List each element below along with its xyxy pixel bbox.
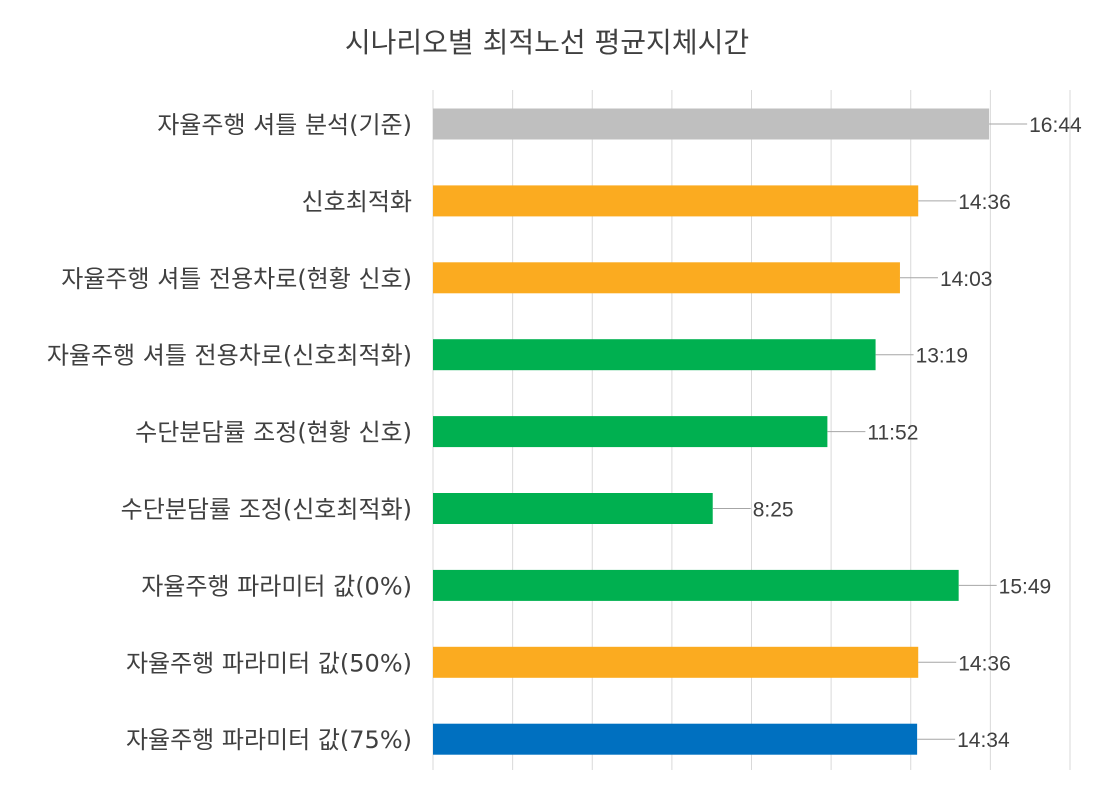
bars — [433, 108, 990, 755]
value-label: 15:49 — [999, 575, 1052, 598]
chart-title: 시나리오별 최적노선 평균지체시간 — [345, 26, 749, 59]
labels: 자율주행 셔틀 분석(기준) 16:44 신호최적화 14:36 자율주행 셔틀 전용차… — [47, 111, 1082, 754]
bar — [433, 108, 990, 140]
value-label: 14:36 — [958, 652, 1011, 675]
bar — [433, 339, 876, 371]
category-label: 자율주행 셔틀 분석(기준) — [157, 111, 412, 139]
category-label: 자율주행 파라미터 값(50%) — [126, 649, 412, 677]
bar — [433, 185, 919, 217]
value-label: 16:44 — [1029, 114, 1082, 137]
value-label: 11:52 — [867, 422, 918, 445]
category-label: 자율주행 셔틀 전용차로(현황 신호) — [61, 265, 412, 293]
bar — [433, 262, 900, 294]
bar — [433, 569, 959, 601]
category-label: 자율주행 셔틀 전용차로(신호최적화) — [47, 342, 412, 370]
value-label: 13:19 — [916, 345, 969, 368]
value-label: 8:25 — [753, 499, 794, 522]
category-label: 자율주행 파라미터 값(0%) — [141, 572, 412, 600]
category-label: 자율주행 파라미터 값(75%) — [126, 726, 412, 754]
category-label: 신호최적화 — [302, 188, 412, 216]
category-label: 수단분담률 조정(현황 신호) — [135, 419, 412, 447]
bar — [433, 493, 713, 524]
value-label: 14:36 — [958, 191, 1011, 214]
value-label: 14:34 — [957, 729, 1010, 752]
bar — [433, 723, 918, 755]
bar — [433, 416, 828, 448]
value-label: 14:03 — [940, 268, 993, 291]
bar — [433, 646, 919, 678]
category-label: 수단분담률 조정(신호최적화) — [121, 496, 412, 524]
